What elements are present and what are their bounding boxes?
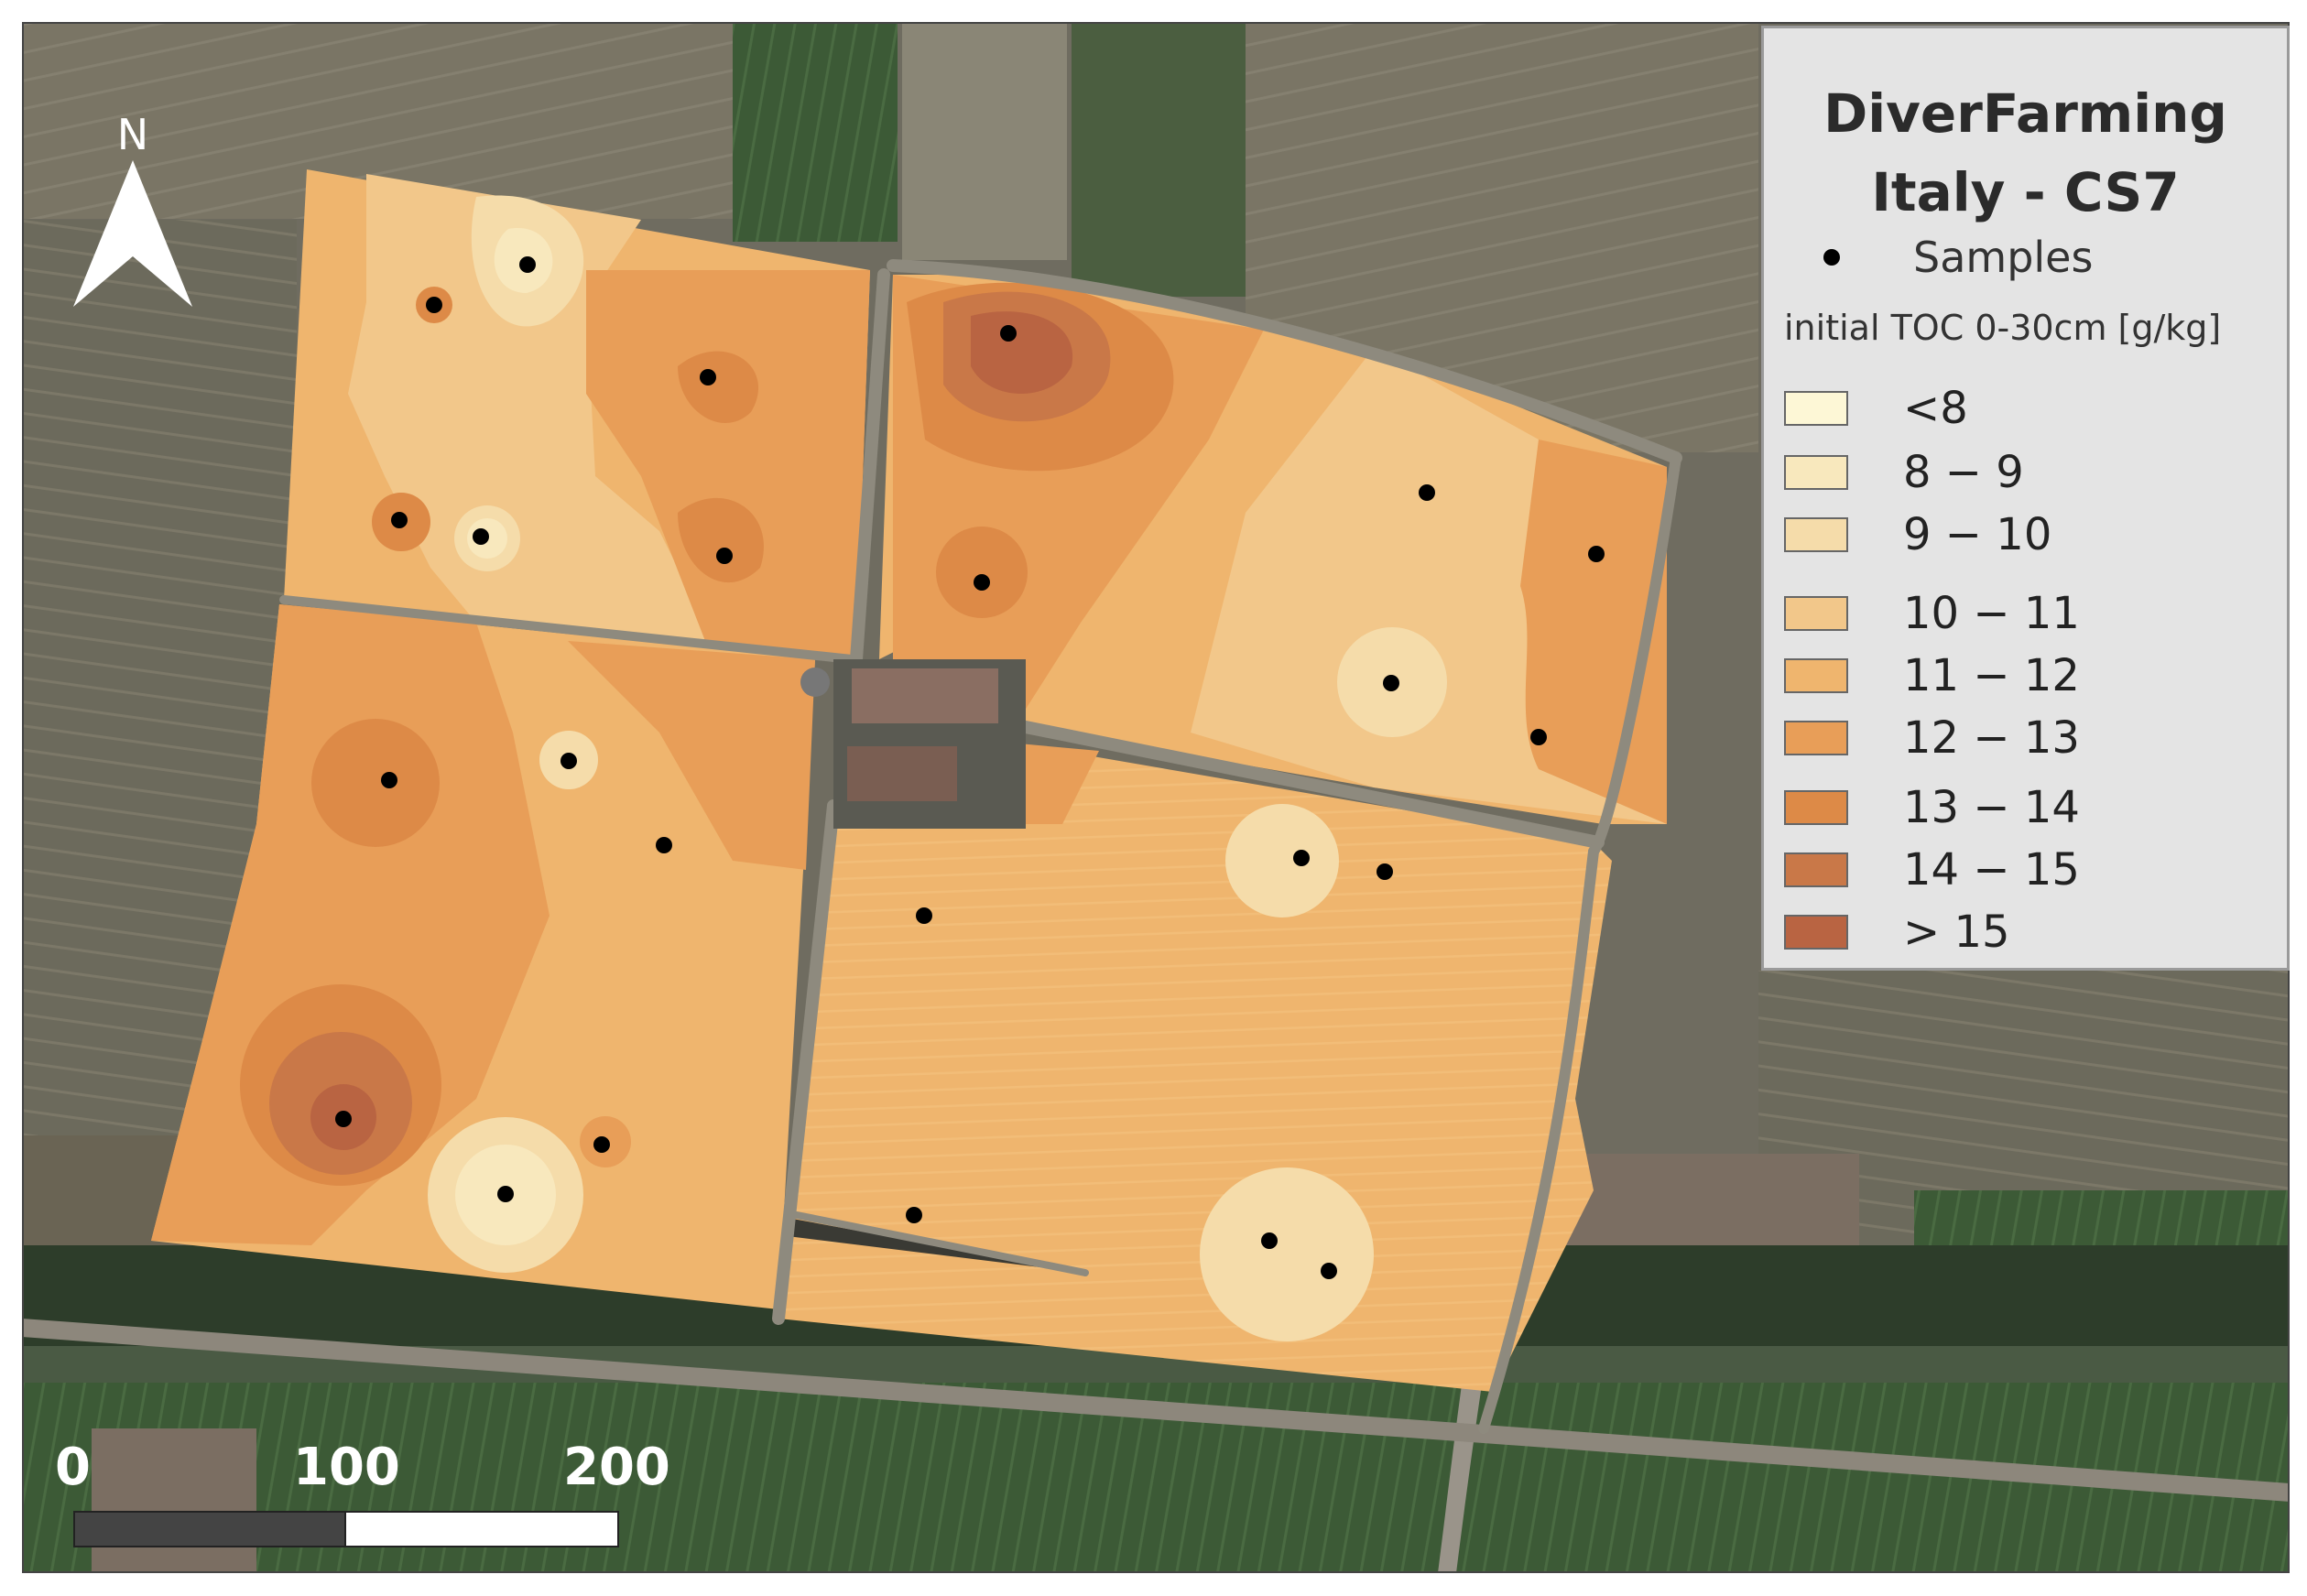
legend-class-item: 12 − 13 [1784,711,2080,765]
legend-class-label: 14 − 15 [1903,844,2080,896]
north-arrow: N [64,110,201,320]
legend-swatch [1784,596,1848,631]
legend-class-item: > 15 [1784,905,2010,960]
sample-point [1321,1263,1337,1279]
legend-class-item: 9 − 10 [1784,507,2051,562]
legend-title: DiverFarming Italy - CS7 [1764,74,2287,232]
north-arrow-icon [73,160,192,307]
legend-class-label: 12 − 13 [1903,712,2080,764]
north-label: N [116,110,149,159]
sample-point [560,753,577,769]
toc-field-northwest [284,169,870,659]
sample-point [1588,546,1605,562]
sample-point [335,1111,352,1127]
toc-field-northeast [879,275,1667,824]
sample-point [1261,1232,1278,1249]
sample-point [1383,675,1399,691]
legend-class-label: 13 − 14 [1903,782,2080,833]
sample-point [1530,729,1547,745]
legend-swatch [1784,658,1848,693]
sample-point [519,256,536,273]
sample-point [916,907,932,924]
legend-class-label: 8 − 9 [1903,447,2024,498]
sample-point [497,1186,514,1202]
legend-swatch [1784,391,1848,426]
legend-panel: DiverFarming Italy - CS7 Samples initial… [1761,26,2290,971]
legend-title-line1: DiverFarming [1823,82,2227,145]
legend-swatch [1784,721,1848,755]
legend-class-item: 13 − 14 [1784,780,2080,835]
sample-point [974,574,990,591]
legend-class-label: > 15 [1903,907,2010,958]
sample-point [716,548,733,564]
scale-bar: 0 100 200 m [55,1438,714,1575]
legend-class-item: <8 [1784,381,1968,436]
sample-dot-icon [1823,249,1840,266]
legend-title-line2: Italy - CS7 [1871,161,2180,223]
sample-point [473,528,489,545]
scale-label-100: 100 [293,1438,400,1497]
legend-swatch [1784,517,1848,552]
legend-class-label: 10 − 11 [1903,588,2080,639]
sample-point [391,512,408,528]
scale-segment-light [344,1511,619,1547]
legend-class-item: 8 − 9 [1784,445,2024,500]
sample-point [1377,863,1393,880]
legend-class-label: <8 [1903,383,1968,434]
legend-swatch [1784,852,1848,887]
legend-class-item: 11 − 12 [1784,648,2080,703]
legend-swatch [1784,915,1848,950]
tracks [279,259,1682,1434]
toc-field-southwest [151,604,815,1309]
legend-class-label: 11 − 12 [1903,650,2080,701]
farm-buildings [800,659,1026,829]
sample-point [656,837,672,853]
legend-class-label: 9 − 10 [1903,509,2052,560]
legend-class-item: 10 − 11 [1784,586,2080,641]
sample-points [335,256,1605,1279]
sample-point [1293,850,1310,866]
legend-swatch [1784,790,1848,825]
legend-class-item: 14 − 15 [1784,842,2080,897]
sample-point [1000,325,1017,342]
sample-point [593,1136,610,1153]
scale-label-0: 0 [55,1438,91,1497]
sample-point [700,369,716,385]
sample-point [426,297,442,313]
scale-segment-dark [73,1511,346,1547]
legend-subtitle: initial TOC 0-30cm [g/kg] [1784,308,2222,348]
legend-samples-label: Samples [1913,233,2094,282]
legend-swatch [1784,455,1848,490]
toc-field-southeast [778,742,1612,1392]
sample-point [1419,484,1435,501]
sample-point [906,1207,922,1223]
legend-samples: Samples [1805,230,2093,285]
sample-point [381,772,397,788]
